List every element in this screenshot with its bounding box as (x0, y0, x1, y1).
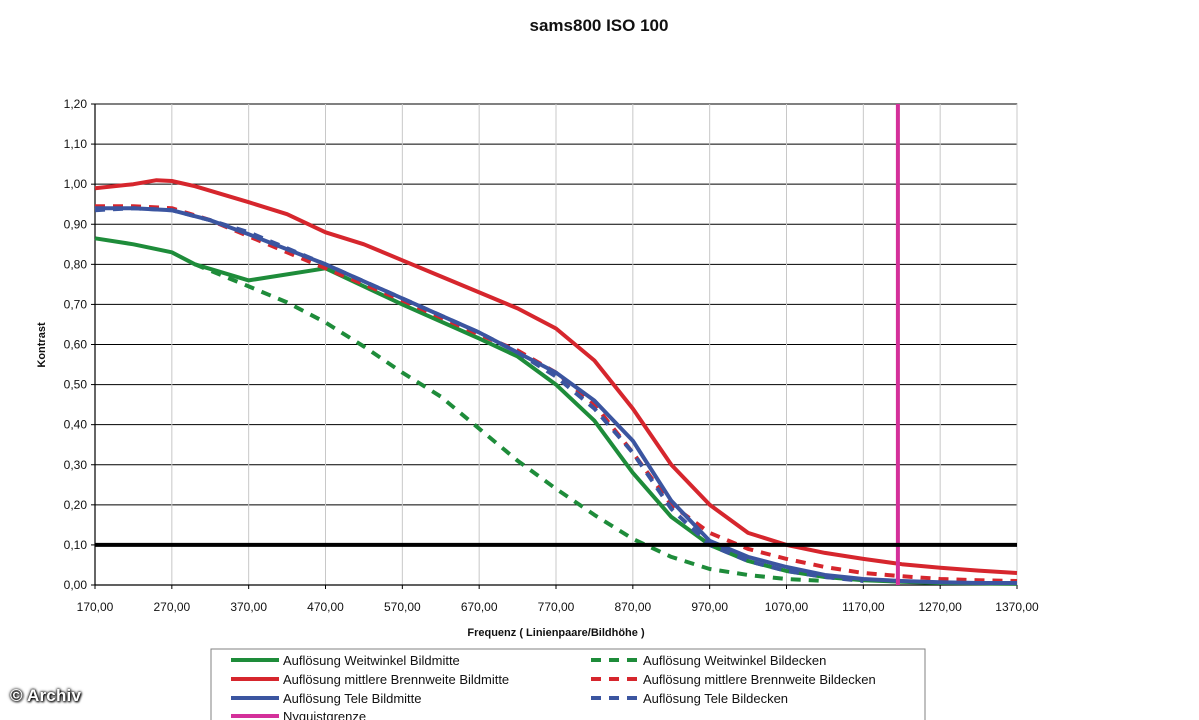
x-tick-label: 670,00 (461, 600, 498, 614)
x-tick-label: 270,00 (153, 600, 190, 614)
y-tick-label: 0,50 (64, 378, 88, 392)
watermark: © Archiv (10, 686, 82, 705)
series-line-3 (95, 204, 1018, 583)
y-tick-label: 0,30 (64, 458, 88, 472)
x-axis-label: Frequenz ( Linienpaare/Bildhöhe ) (467, 627, 645, 639)
y-tick-label: 0,90 (64, 217, 88, 231)
series-layer (94, 104, 1018, 586)
x-tick-label: 1170,00 (842, 600, 885, 614)
x-tick-label: 1370,00 (995, 600, 1039, 614)
x-tick-label: 1270,00 (918, 600, 962, 614)
legend-label: Auflösung Tele Bildmitte (283, 691, 422, 706)
x-tick-label: 170,00 (77, 600, 114, 614)
legend-label: Auflösung mittlere Brennweite Bildmitte (283, 672, 509, 687)
x-tick-label: 470,00 (307, 600, 344, 614)
x-tick-labels: 170,00 270,00 370,00 470,00 570,00 670,00 770,… (77, 600, 1039, 614)
x-tick-label: 970,00 (691, 600, 728, 614)
y-tick-label: 0,40 (64, 418, 88, 432)
y-tick-label: 1,10 (64, 137, 88, 151)
legend-label: Auflösung mittlere Brennweite Bildecken (643, 672, 876, 687)
legend-label: Auflösung Weitwinkel Bildecken (643, 653, 826, 668)
x-tick-label: 870,00 (614, 600, 651, 614)
y-tick-label: 1,00 (64, 177, 88, 191)
y-tick-label: 0,10 (64, 538, 88, 552)
y-tick-labels: 0,00 0,10 0,20 0,30 0,40 0,50 0,60 0,70 0,80 0,90… (64, 97, 88, 592)
x-tick-label: 370,00 (230, 600, 267, 614)
series-line-2 (94, 178, 1018, 575)
y-tick-label: 0,00 (64, 578, 88, 592)
chart-title: sams800 ISO 100 (530, 16, 669, 35)
legend-label: Auflösung Tele Bildecken (643, 691, 788, 706)
y-tick-label: 0,70 (64, 297, 88, 311)
y-tick-label: 0,80 (64, 257, 88, 271)
x-tick-label: 1070,00 (765, 600, 809, 614)
legend-label: Nyquistgrenze (283, 709, 366, 720)
x-tick-label: 770,00 (538, 600, 575, 614)
series-line-5 (94, 206, 864, 583)
series-line-1 (194, 262, 826, 583)
y-tick-label: 0,60 (64, 338, 88, 352)
series-line-4 (95, 206, 1017, 585)
y-axis-label: Kontrast (36, 322, 48, 368)
legend: Auflösung Weitwinkel Bildmitte Auflösung … (231, 653, 876, 720)
gridlines (91, 103, 1018, 589)
y-tick-label: 1,20 (64, 97, 88, 111)
legend-label: Auflösung Weitwinkel Bildmitte (283, 653, 460, 668)
legend-box (210, 648, 926, 720)
y-tick-label: 0,20 (64, 498, 88, 512)
x-tick-label: 570,00 (384, 600, 421, 614)
